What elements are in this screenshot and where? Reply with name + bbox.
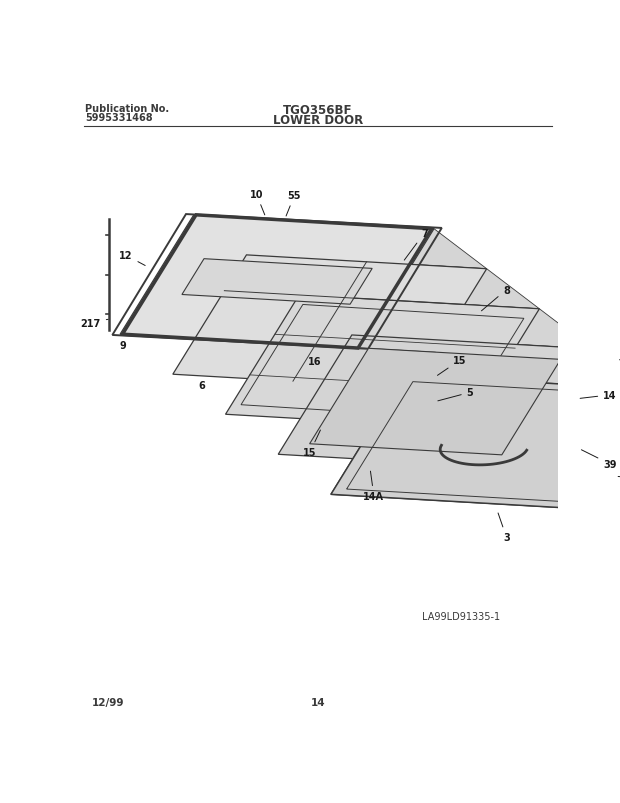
Text: 8: 8 — [482, 285, 510, 312]
Polygon shape — [331, 376, 620, 508]
Text: 5: 5 — [438, 388, 474, 402]
Text: TGO356BF: TGO356BF — [283, 104, 353, 117]
Text: LOWER DOOR: LOWER DOOR — [273, 114, 363, 127]
Polygon shape — [193, 215, 487, 269]
Polygon shape — [247, 255, 539, 309]
Text: 5995331468: 5995331468 — [86, 113, 153, 124]
Polygon shape — [352, 336, 620, 389]
Text: 6: 6 — [198, 381, 205, 390]
Polygon shape — [278, 336, 592, 469]
Text: 39: 39 — [582, 450, 617, 469]
Text: 16: 16 — [308, 357, 321, 367]
Polygon shape — [309, 349, 560, 455]
Polygon shape — [299, 296, 592, 349]
Polygon shape — [182, 259, 372, 305]
Text: 9: 9 — [119, 340, 126, 351]
Text: 15: 15 — [438, 356, 467, 376]
Text: 15: 15 — [303, 430, 321, 458]
Text: 14: 14 — [311, 697, 325, 707]
Text: 14: 14 — [580, 390, 617, 401]
Text: 3: 3 — [498, 513, 510, 543]
Text: 55: 55 — [286, 191, 301, 217]
Text: LA99LD91335-1: LA99LD91335-1 — [422, 612, 500, 622]
Text: 14A: 14A — [363, 471, 384, 502]
Text: 4: 4 — [618, 474, 620, 484]
Text: 217: 217 — [81, 318, 108, 328]
Text: Publication No.: Publication No. — [86, 104, 169, 114]
Polygon shape — [173, 255, 487, 389]
Polygon shape — [120, 215, 434, 349]
Polygon shape — [226, 296, 539, 429]
Text: 7: 7 — [404, 229, 428, 261]
Text: 12: 12 — [119, 251, 145, 266]
Text: 10: 10 — [250, 190, 265, 215]
Polygon shape — [331, 376, 620, 508]
Text: 12/99: 12/99 — [92, 697, 124, 707]
